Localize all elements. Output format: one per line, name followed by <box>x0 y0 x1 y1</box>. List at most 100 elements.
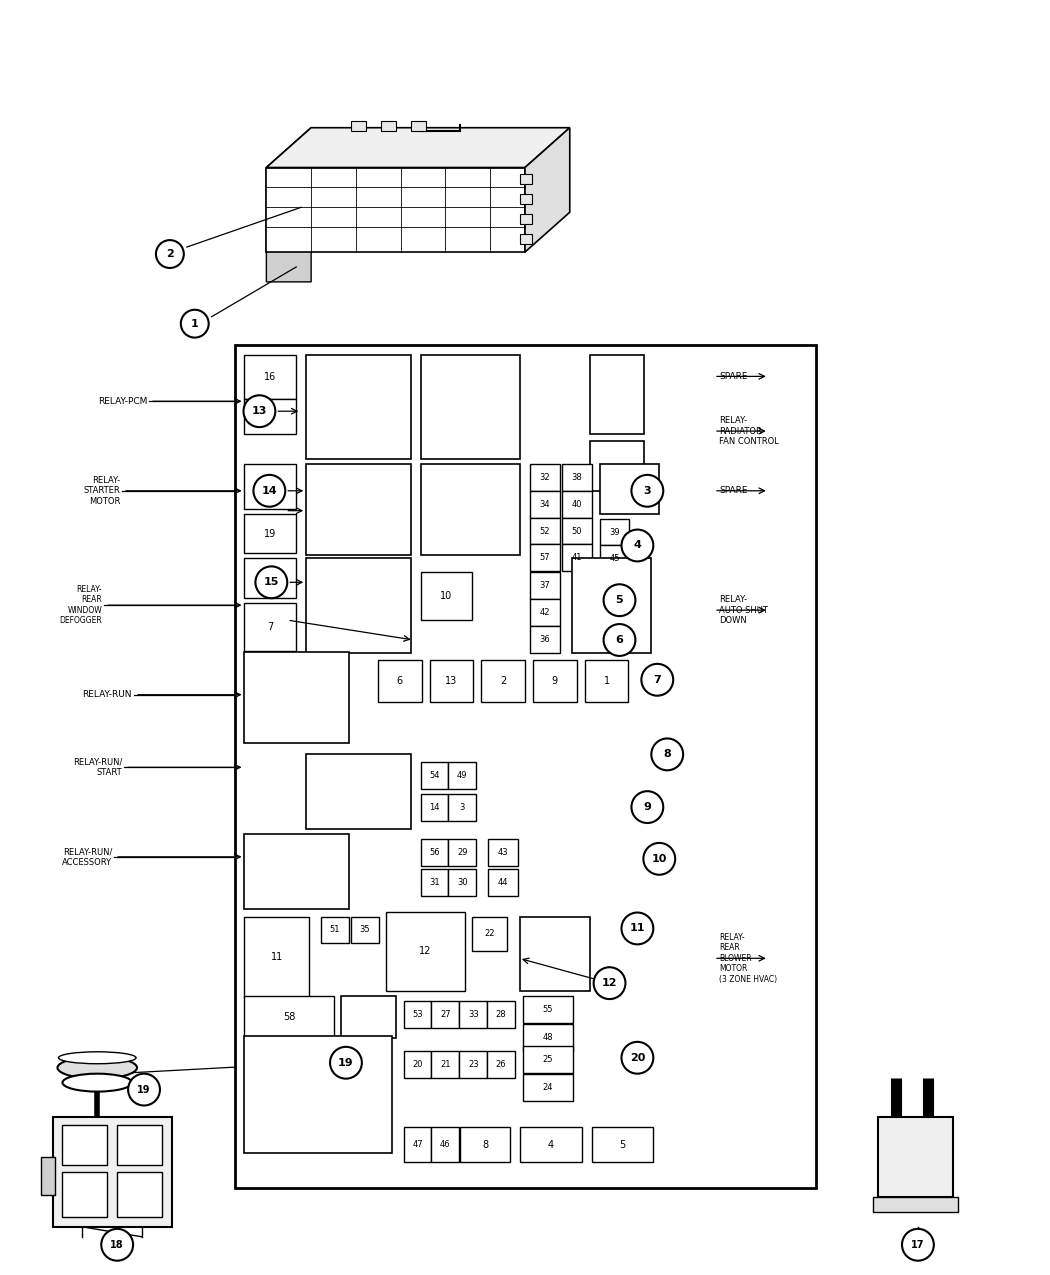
Bar <box>421 354 520 459</box>
Text: 24: 24 <box>543 1082 553 1091</box>
Text: 50: 50 <box>571 527 582 535</box>
Text: 5: 5 <box>620 1140 626 1150</box>
Polygon shape <box>267 212 311 282</box>
Text: 10: 10 <box>440 592 453 602</box>
Bar <box>520 194 532 204</box>
Text: 52: 52 <box>540 527 550 535</box>
Circle shape <box>255 566 288 598</box>
Bar <box>459 1051 487 1077</box>
Text: RELAY-RUN: RELAY-RUN <box>83 690 132 699</box>
Circle shape <box>651 738 684 770</box>
Text: 30: 30 <box>457 877 467 886</box>
Polygon shape <box>267 128 311 252</box>
Text: 14: 14 <box>261 486 277 496</box>
Text: 11: 11 <box>271 952 282 963</box>
Bar <box>523 1024 572 1051</box>
Bar <box>341 996 396 1038</box>
Text: 29: 29 <box>457 848 467 857</box>
Text: 20: 20 <box>413 1060 423 1068</box>
Bar <box>411 121 425 131</box>
Bar <box>421 839 448 866</box>
Bar <box>481 660 525 701</box>
Bar <box>448 868 477 895</box>
Bar <box>245 996 334 1038</box>
Text: 9: 9 <box>552 676 558 686</box>
Text: 16: 16 <box>265 372 276 382</box>
Text: 4: 4 <box>548 1140 554 1150</box>
Bar <box>530 599 560 626</box>
Text: 8: 8 <box>664 750 671 760</box>
Bar <box>307 558 411 653</box>
Text: 2: 2 <box>166 249 173 259</box>
Bar <box>245 603 296 652</box>
Bar <box>530 626 560 653</box>
Text: 53: 53 <box>413 1010 423 1019</box>
Bar <box>432 1127 459 1163</box>
Text: 57: 57 <box>540 553 550 562</box>
Bar <box>487 1051 516 1077</box>
Text: 6: 6 <box>615 635 624 645</box>
Circle shape <box>642 664 673 696</box>
Bar <box>245 464 296 509</box>
Text: 2: 2 <box>500 676 506 686</box>
Text: 40: 40 <box>571 500 582 509</box>
Bar <box>520 235 532 244</box>
Text: 56: 56 <box>429 848 440 857</box>
Text: 35: 35 <box>359 926 371 935</box>
Bar <box>600 464 659 514</box>
Bar <box>585 660 629 701</box>
Circle shape <box>902 1229 933 1261</box>
Text: 44: 44 <box>498 877 508 886</box>
Bar <box>52 1117 172 1227</box>
Text: 20: 20 <box>630 1053 645 1063</box>
Bar <box>520 917 590 991</box>
Bar <box>562 491 591 518</box>
Bar <box>488 868 518 895</box>
Text: 17: 17 <box>911 1239 925 1250</box>
Text: 23: 23 <box>468 1060 479 1068</box>
Text: 28: 28 <box>496 1010 506 1019</box>
Bar <box>530 491 560 518</box>
Bar <box>530 464 560 491</box>
Text: 18: 18 <box>110 1239 124 1250</box>
Text: 17: 17 <box>265 481 276 491</box>
Bar <box>245 514 296 553</box>
Bar <box>307 354 411 459</box>
Bar <box>520 1127 582 1163</box>
Text: 36: 36 <box>540 635 550 644</box>
Bar <box>307 464 411 556</box>
Bar <box>381 121 396 131</box>
Bar <box>429 660 474 701</box>
Text: 43: 43 <box>498 848 508 857</box>
Bar <box>234 344 817 1188</box>
Bar <box>530 572 560 599</box>
Text: SPARE: SPARE <box>719 372 748 381</box>
Text: 12: 12 <box>602 978 617 988</box>
Text: 49: 49 <box>457 771 467 780</box>
Text: 22: 22 <box>484 929 495 938</box>
Bar <box>562 464 591 491</box>
Text: 13: 13 <box>445 676 458 686</box>
Bar <box>878 1117 952 1197</box>
Bar <box>421 464 520 556</box>
Text: 38: 38 <box>571 473 582 482</box>
Bar <box>245 917 309 998</box>
Circle shape <box>631 474 664 506</box>
Circle shape <box>593 968 626 1000</box>
Text: RELAY-PCM: RELAY-PCM <box>98 397 147 405</box>
Bar <box>472 917 507 951</box>
Bar <box>62 1172 107 1216</box>
Text: 15: 15 <box>264 578 279 588</box>
Polygon shape <box>525 128 570 252</box>
Bar <box>421 794 448 821</box>
Bar <box>600 519 629 546</box>
Circle shape <box>128 1074 160 1105</box>
Text: 1: 1 <box>604 676 610 686</box>
Bar <box>403 1127 432 1163</box>
Circle shape <box>622 913 653 945</box>
Bar <box>307 755 411 829</box>
Text: 19: 19 <box>138 1085 151 1095</box>
Bar <box>562 518 591 544</box>
Bar <box>118 1172 162 1216</box>
Text: 1: 1 <box>191 319 198 329</box>
